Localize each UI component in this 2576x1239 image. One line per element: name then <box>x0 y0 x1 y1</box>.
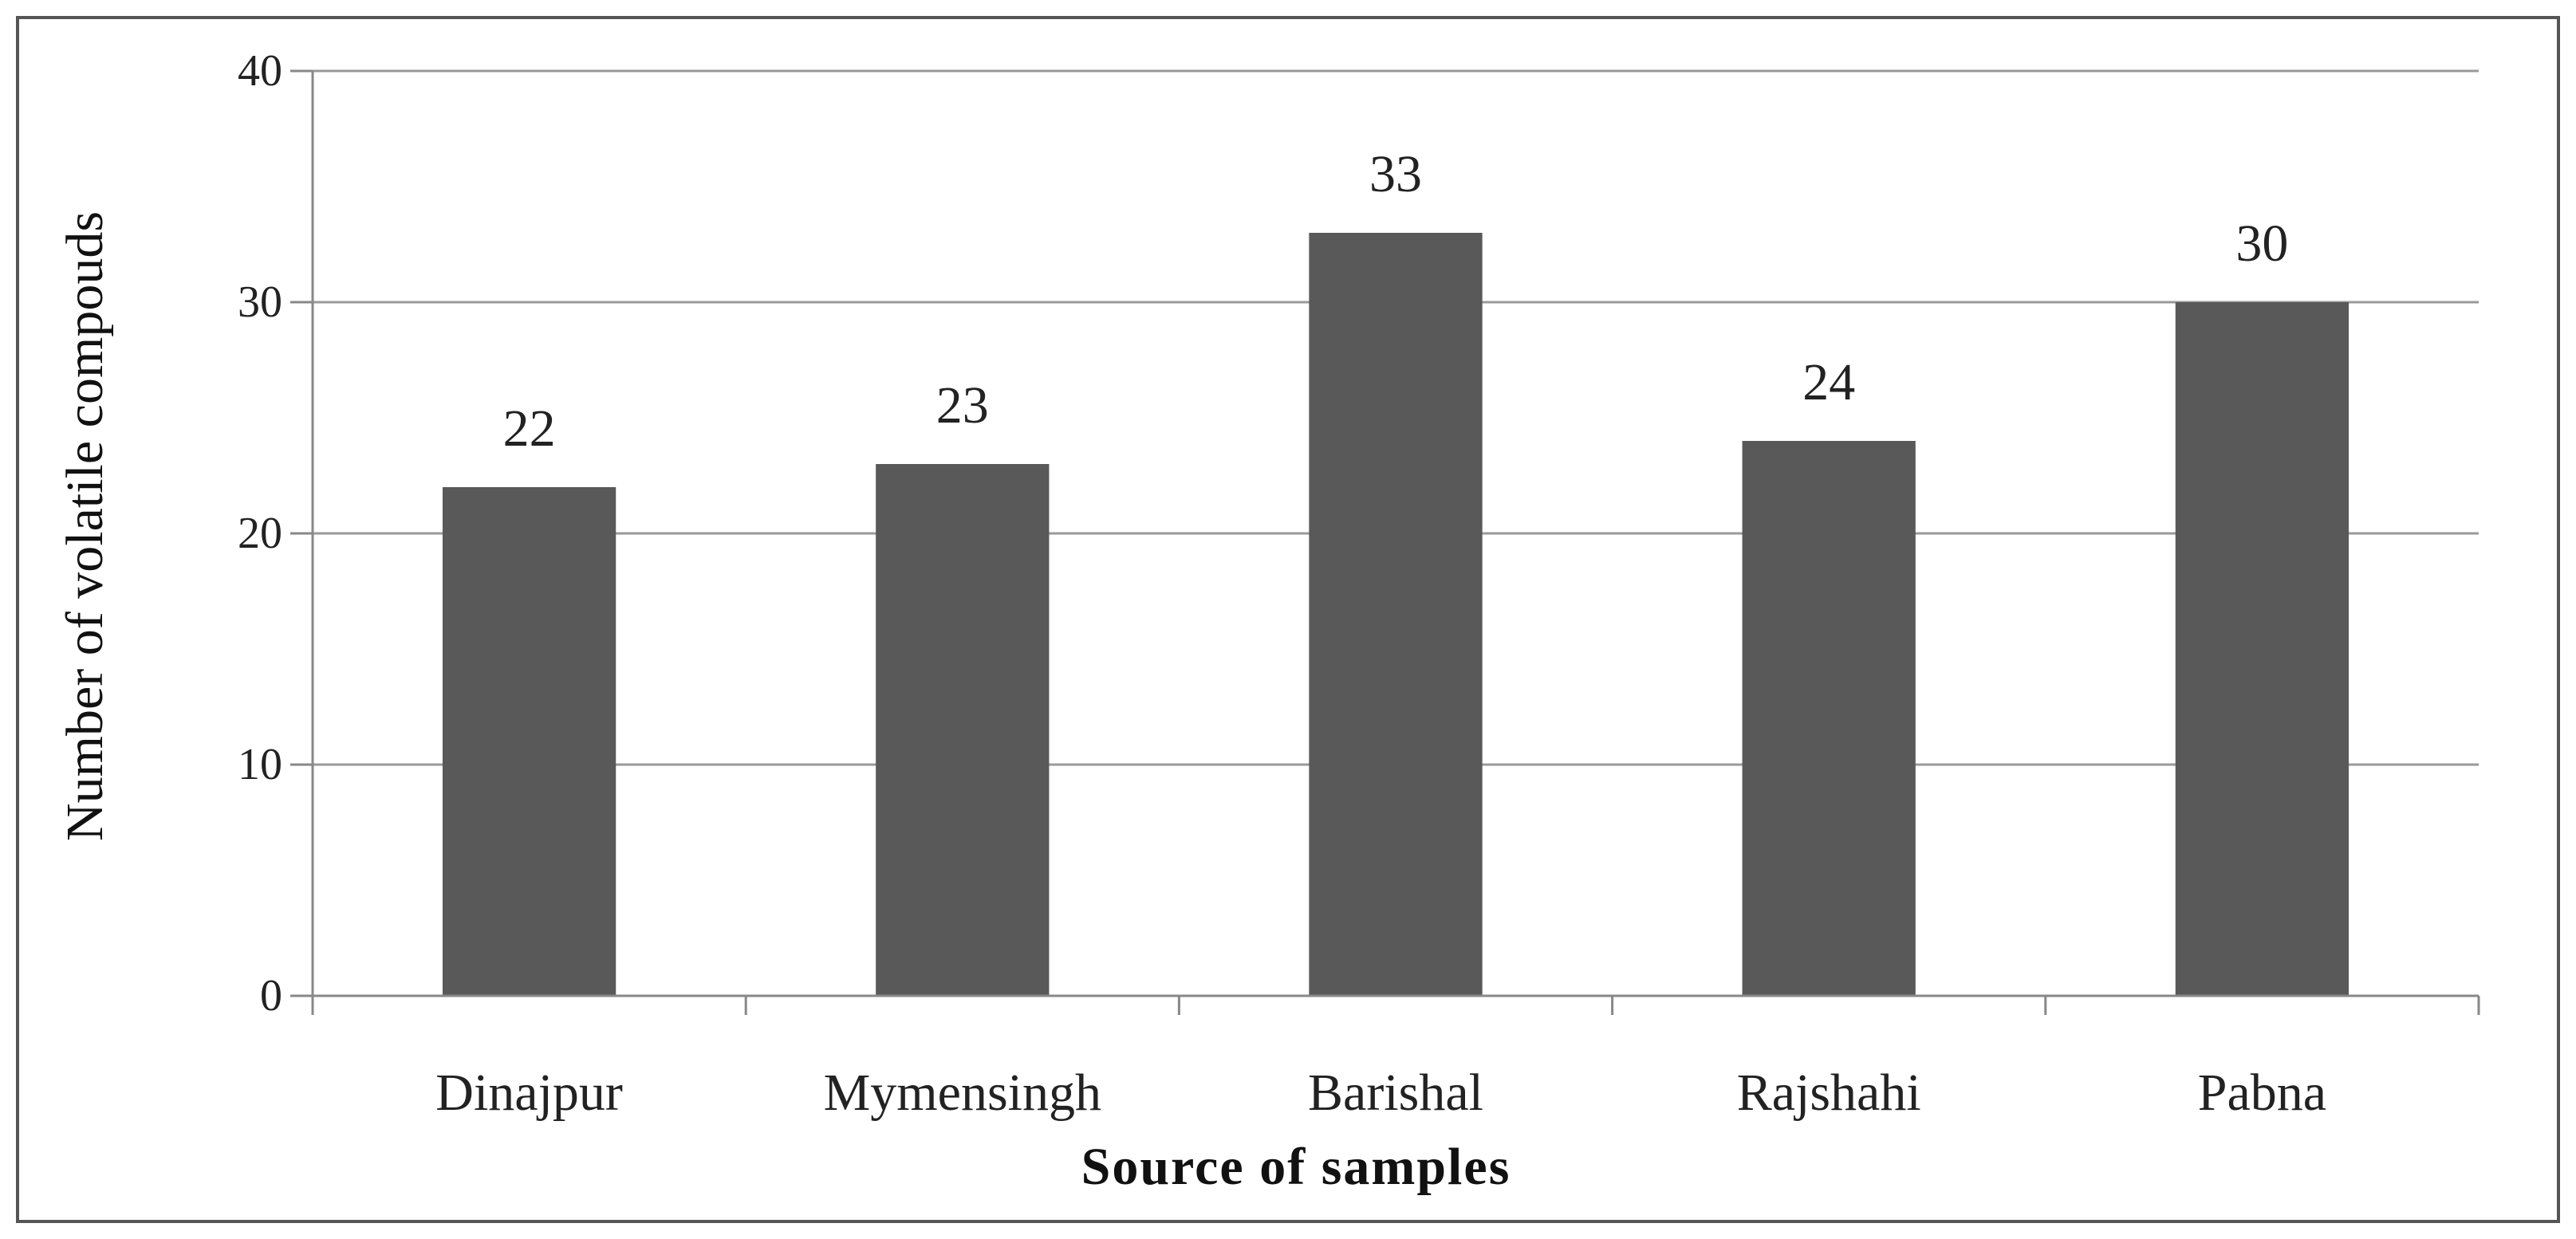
bars <box>442 233 2350 996</box>
axes <box>290 69 2480 1015</box>
x-tick-label-mymensingh: Mymensingh <box>824 1064 1101 1122</box>
bar-rajshahi <box>1742 441 1916 996</box>
chart-frame <box>16 16 2560 1223</box>
bar-dinajpur <box>442 487 616 996</box>
x-tick-label-pabna: Pabna <box>2198 1064 2326 1122</box>
data-label-rajshahi: 24 <box>1802 353 1855 411</box>
y-tick-label: 20 <box>238 509 282 558</box>
data-label-mymensingh: 23 <box>936 376 989 435</box>
y-tick-label: 30 <box>238 277 282 327</box>
y-tick-label: 10 <box>238 740 282 789</box>
x-tick-label-rajshahi: Rajshahi <box>1737 1064 1921 1122</box>
data-label-dinajpur: 22 <box>503 399 556 458</box>
y-tick-label: 40 <box>238 46 282 96</box>
x-axis-title: Source of samples <box>1081 1138 1511 1196</box>
x-tick-label-dinajpur: Dinajpur <box>435 1064 623 1122</box>
data-label-pabna: 30 <box>2235 214 2288 273</box>
labels: 0 10 20 30 40 22 Dinajpur 23 Mymensingh 33 Barisha… <box>238 46 2326 1122</box>
y-tick-label: 0 <box>260 971 282 1021</box>
bar-mymensingh <box>876 464 1050 996</box>
bar-barishal <box>1309 233 1483 996</box>
y-axis-title: Number of volatile compouds <box>56 211 114 841</box>
bar-pabna <box>2175 302 2350 996</box>
x-tick-label-barishal: Barishal <box>1308 1064 1483 1122</box>
data-label-barishal: 33 <box>1369 145 1422 203</box>
